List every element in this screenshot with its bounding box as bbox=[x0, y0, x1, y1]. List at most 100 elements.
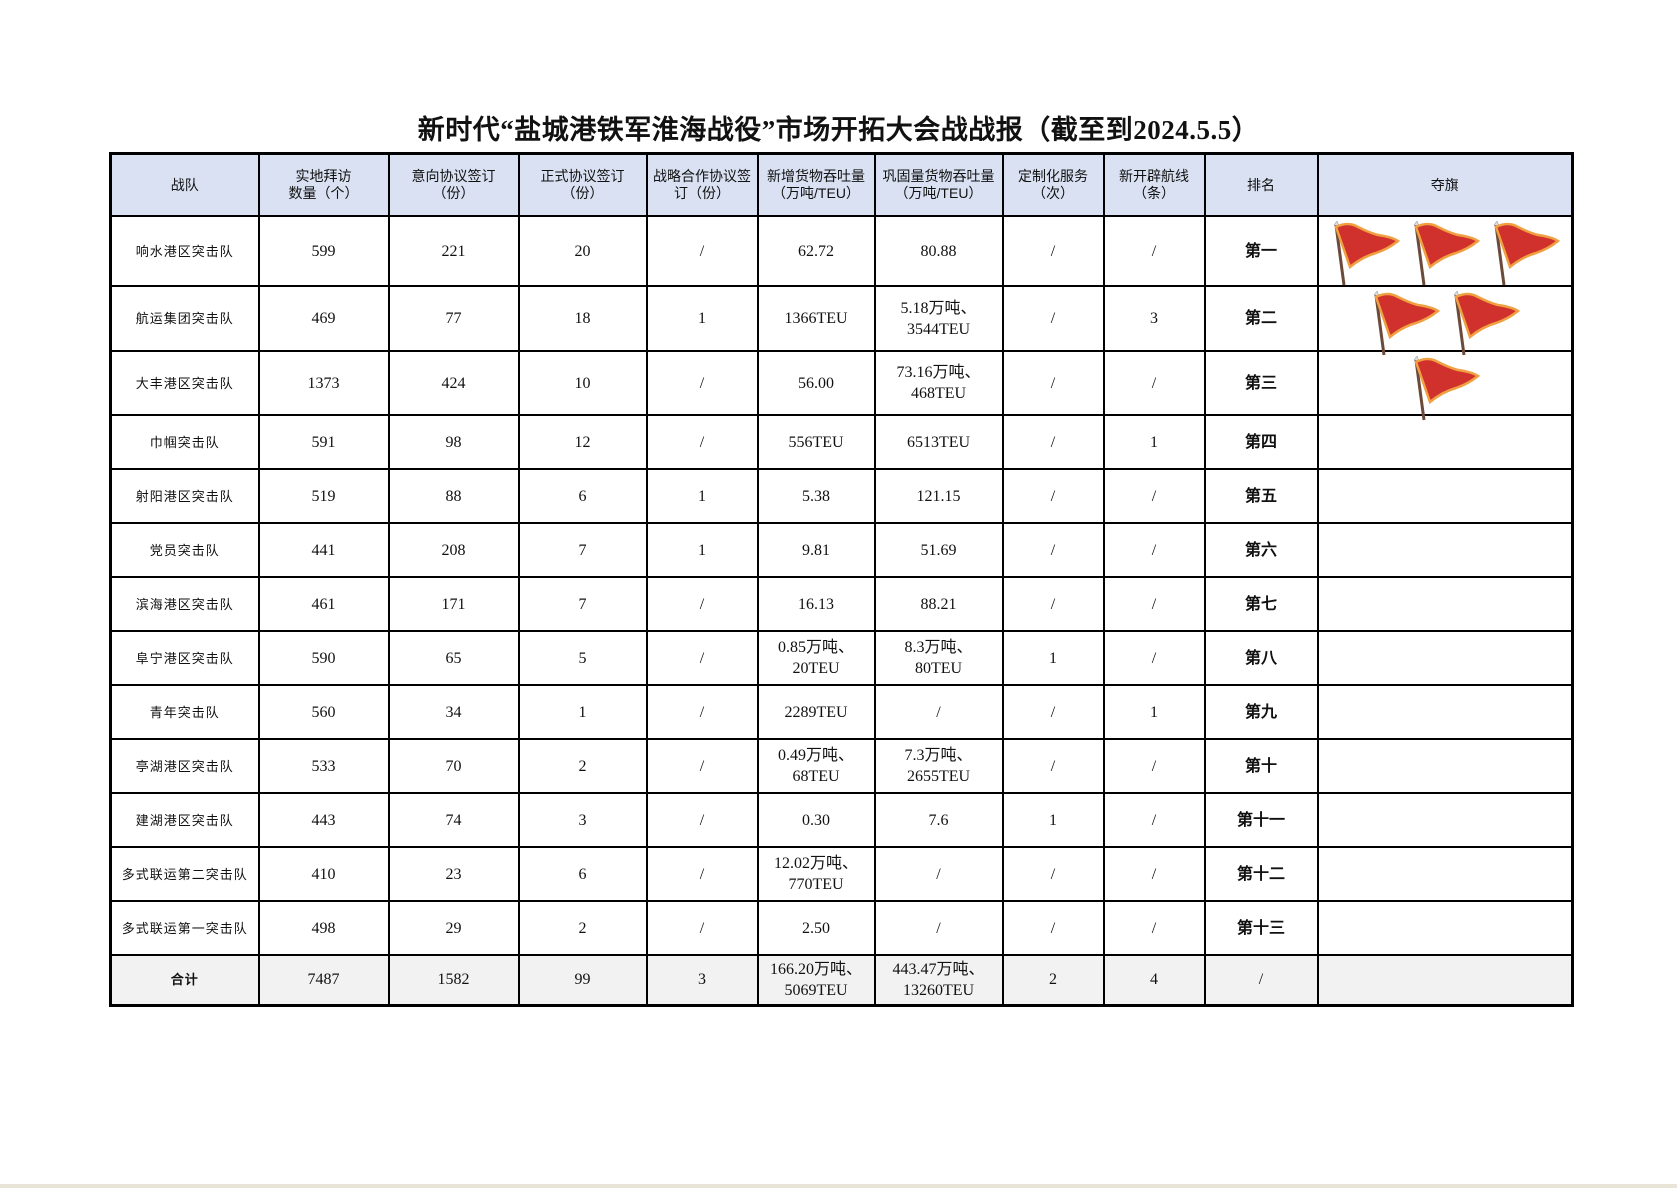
cell-strategic: 1 bbox=[645, 285, 759, 352]
cell-rank: 第四 bbox=[1203, 414, 1319, 470]
cell-new-throughput: 16.13 bbox=[756, 576, 876, 632]
cell-intent: 1582 bbox=[387, 954, 520, 1006]
cell-flags bbox=[1316, 630, 1574, 686]
cell-consolidated-throughput: 6513TEU bbox=[873, 414, 1004, 470]
cell-rank: 第十一 bbox=[1203, 792, 1319, 848]
cell-team: 多式联运第一突击队 bbox=[109, 900, 260, 956]
cell-new-throughput: 12.02万吨、 770TEU bbox=[756, 846, 876, 902]
cell-consolidated-throughput: / bbox=[873, 900, 1004, 956]
cell-visits: 7487 bbox=[257, 954, 390, 1006]
cell-new-routes: / bbox=[1102, 522, 1206, 578]
cell-visits: 519 bbox=[257, 468, 390, 524]
header-consolidated-throughput: 巩固量货物吞吐量 （万吨/TEU） bbox=[873, 152, 1004, 217]
cell-visits: 1373 bbox=[257, 350, 390, 416]
cell-new-routes: / bbox=[1102, 846, 1206, 902]
header-strategic: 战略合作协议签 订（份） bbox=[645, 152, 759, 217]
cell-formal: 7 bbox=[517, 576, 648, 632]
table-row: 射阳港区突击队 519 88 6 1 5.38 121.15// 第五 bbox=[109, 468, 1574, 524]
cell-formal: 3 bbox=[517, 792, 648, 848]
cell-intent: 98 bbox=[387, 414, 520, 470]
cell-strategic: / bbox=[645, 900, 759, 956]
header-formal: 正式协议签订 （份） bbox=[517, 152, 648, 217]
cell-formal: 99 bbox=[517, 954, 648, 1006]
cell-new-throughput: 0.85万吨、 20TEU bbox=[756, 630, 876, 686]
flag-group bbox=[1319, 355, 1572, 428]
cell-new-throughput: 56.00 bbox=[756, 350, 876, 416]
cell-new-throughput: 0.30 bbox=[756, 792, 876, 848]
cell-consolidated-throughput: 73.16万吨、 468TEU bbox=[873, 350, 1004, 416]
cell-visits: 533 bbox=[257, 738, 390, 794]
cell-strategic: 3 bbox=[645, 954, 759, 1006]
cell-new-routes: 1 bbox=[1102, 684, 1206, 740]
cell-formal: 6 bbox=[517, 846, 648, 902]
cell-consolidated-throughput: / bbox=[873, 684, 1004, 740]
cell-strategic: / bbox=[645, 414, 759, 470]
header-new-throughput: 新增货物吞吐量 （万吨/TEU） bbox=[756, 152, 876, 217]
table-header-row: 战队 实地拜访 数量（个） 意向协议签订 （份） 正式协议签订 （份） 战略合作协议签 订（份）… bbox=[109, 152, 1574, 217]
cell-consolidated-throughput: / bbox=[873, 846, 1004, 902]
cell-new-routes: / bbox=[1102, 792, 1206, 848]
cell-team: 多式联运第二突击队 bbox=[109, 846, 260, 902]
table-row: 党员突击队 441 208 7 1 9.81 51.69// 第六 bbox=[109, 522, 1574, 578]
cell-strategic: / bbox=[645, 738, 759, 794]
page-bottom-edge bbox=[0, 1184, 1677, 1188]
cell-new-throughput: 2.50 bbox=[756, 900, 876, 956]
cell-rank: / bbox=[1203, 954, 1319, 1006]
cell-new-throughput: 9.81 bbox=[756, 522, 876, 578]
red-flag-icon bbox=[1328, 220, 1402, 293]
table-row: 亭湖港区突击队 533 70 2/0.49万吨、 68TEU 7.3万吨、 2655TEU /… bbox=[109, 738, 1574, 794]
cell-visits: 461 bbox=[257, 576, 390, 632]
cell-intent: 171 bbox=[387, 576, 520, 632]
cell-visits: 410 bbox=[257, 846, 390, 902]
cell-team: 射阳港区突击队 bbox=[109, 468, 260, 524]
cell-visits: 498 bbox=[257, 900, 390, 956]
table-row: 大丰港区突击队 1373 424 10/56.00 73.16万吨、 468TEU / / 第三 bbox=[109, 350, 1574, 421]
cell-new-routes: / bbox=[1102, 350, 1206, 416]
header-flags: 夺旗 bbox=[1316, 152, 1574, 217]
cell-new-throughput: 556TEU bbox=[756, 414, 876, 470]
cell-flags bbox=[1316, 684, 1574, 740]
cell-intent: 70 bbox=[387, 738, 520, 794]
cell-formal: 10 bbox=[517, 350, 648, 416]
cell-intent: 34 bbox=[387, 684, 520, 740]
header-new-routes: 新开辟航线 （条） bbox=[1102, 152, 1206, 217]
cell-new-routes: 1 bbox=[1102, 414, 1206, 470]
cell-team: 青年突击队 bbox=[109, 684, 260, 740]
cell-new-routes: / bbox=[1102, 576, 1206, 632]
cell-rank: 第十 bbox=[1203, 738, 1319, 794]
cell-new-routes: / bbox=[1102, 468, 1206, 524]
cell-team: 滨海港区突击队 bbox=[109, 576, 260, 632]
cell-visits: 590 bbox=[257, 630, 390, 686]
cell-new-routes: / bbox=[1102, 738, 1206, 794]
cell-new-routes: 4 bbox=[1102, 954, 1206, 1006]
cell-rank: 第十二 bbox=[1203, 846, 1319, 902]
cell-formal: 2 bbox=[517, 900, 648, 956]
cell-custom-service: 2 bbox=[1001, 954, 1105, 1006]
cell-flags bbox=[1316, 468, 1574, 524]
cell-rank: 第五 bbox=[1203, 468, 1319, 524]
table-row: 阜宁港区突击队 590 65 5/0.85万吨、 20TEU 8.3万吨、 80TEU 1/第… bbox=[109, 630, 1574, 686]
cell-team: 巾帼突击队 bbox=[109, 414, 260, 470]
cell-flags bbox=[1316, 900, 1574, 956]
cell-custom-service: / bbox=[1001, 846, 1105, 902]
cell-intent: 77 bbox=[387, 285, 520, 352]
cell-visits: 599 bbox=[257, 215, 390, 287]
cell-rank: 第九 bbox=[1203, 684, 1319, 740]
cell-custom-service: / bbox=[1001, 215, 1105, 287]
table-row: 滨海港区突击队 461 171 7/16.13 88.21// 第七 bbox=[109, 576, 1574, 632]
cell-flags bbox=[1316, 738, 1574, 794]
cell-formal: 6 bbox=[517, 468, 648, 524]
table-row: 多式联运第一突击队 498 29 2/2.50// / 第十三 bbox=[109, 900, 1574, 956]
cell-custom-service: 1 bbox=[1001, 630, 1105, 686]
cell-intent: 23 bbox=[387, 846, 520, 902]
red-flag-icon bbox=[1408, 355, 1482, 428]
cell-strategic: 1 bbox=[645, 468, 759, 524]
cell-formal: 20 bbox=[517, 215, 648, 287]
cell-rank: 第一 bbox=[1203, 215, 1319, 287]
cell-team: 响水港区突击队 bbox=[109, 215, 260, 287]
header-intent: 意向协议签订 （份） bbox=[387, 152, 520, 217]
red-flag-icon bbox=[1448, 290, 1522, 363]
cell-custom-service: / bbox=[1001, 684, 1105, 740]
cell-new-routes: 3 bbox=[1102, 285, 1206, 352]
table-row: 建湖港区突击队 443 74 3/0.30 7.6 1/第十一 bbox=[109, 792, 1574, 848]
